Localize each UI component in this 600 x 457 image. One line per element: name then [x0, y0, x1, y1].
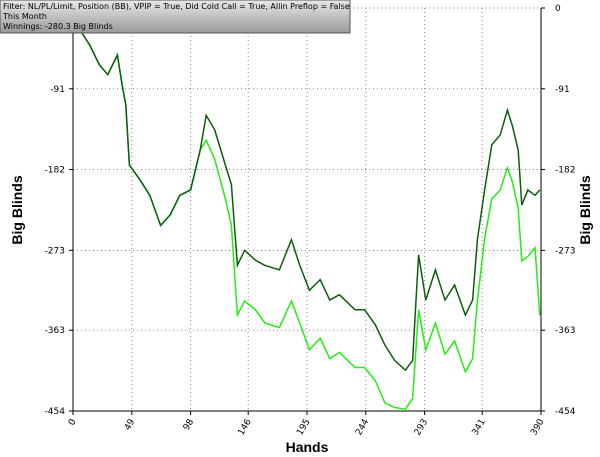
x-tick-label: 390	[529, 417, 546, 437]
y-tick-label: -182	[45, 166, 65, 176]
x-tick-label: 146	[237, 417, 254, 437]
x-axis-title: Hands	[286, 439, 329, 455]
series-line	[72, 14, 541, 372]
y-tick-label: -363	[45, 326, 65, 336]
y2-tick-label: -273	[555, 246, 575, 256]
winnings-text: Winnings: -280.3 Big Blinds	[3, 22, 113, 31]
y-tick-label: -273	[45, 246, 65, 256]
y2-tick-label: -454	[555, 407, 576, 417]
y2-tick-label: -182	[555, 166, 575, 176]
x-tick-label: 98	[182, 417, 197, 432]
plot-area: 0 0 -91 -91 -182 -182 -273 -273 -363 -363 -454 -454…	[45, 4, 576, 437]
period-text: This Month	[2, 12, 47, 21]
filter-text: Filter: NL/PL/Limit, Position (BB), VPIP…	[3, 2, 350, 11]
y-axis-title: Big Blinds	[9, 175, 25, 244]
y2-tick-label: -91	[555, 85, 570, 95]
x-tick-label: 195	[295, 418, 312, 438]
y2-axis-title: Big Blinds	[577, 175, 593, 244]
y2-tick-label: -363	[555, 326, 575, 336]
y-tick-label: -454	[45, 407, 66, 417]
x-tick-label: 49	[123, 417, 138, 432]
x-tick-label: 0	[67, 417, 79, 427]
x-tick-label: 244	[354, 417, 371, 437]
x-tick-label: 293	[413, 418, 430, 438]
series-line	[72, 14, 541, 411]
y-tick-label: -91	[50, 85, 65, 95]
filter-box	[0, 0, 351, 34]
y2-tick-label: 0	[555, 4, 561, 14]
x-tick-label: 341	[471, 418, 488, 438]
